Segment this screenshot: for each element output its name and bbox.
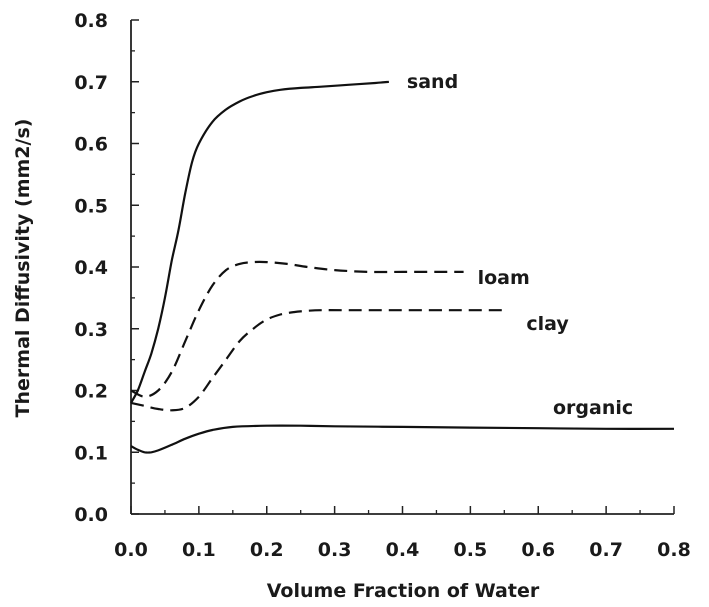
y-axis-ticks: 0.0 0.1 0.2 0.3 0.4 0.5 0.6 0.7 0.8 [74,10,139,526]
y-tick-label: 0.1 [74,442,108,464]
y-tick-label: 0.7 [74,72,108,94]
axes [130,20,674,515]
series-line-sand [130,80,389,404]
series-label-loam: loam [478,267,530,289]
series-label-organic: organic [553,397,633,419]
y-tick-label: 0.3 [74,319,108,341]
y-tick-label: 0.5 [74,195,108,217]
y-tick-label: 0.4 [74,257,108,279]
x-tick-label: 0.6 [521,539,555,561]
y-tick-label: 0.6 [74,134,108,156]
x-tick-label: 0.0 [114,539,148,561]
y-tick-label: 0.2 [74,381,108,403]
y-tick-label: 0.8 [74,10,108,32]
x-tick-label: 0.8 [657,539,691,561]
x-tick-label: 0.3 [318,539,352,561]
x-tick-label: 0.4 [386,539,420,561]
x-tick-label: 0.5 [454,539,488,561]
x-tick-label: 0.1 [182,539,216,561]
x-tick-label: 0.2 [250,539,284,561]
series-label-clay: clay [526,313,569,335]
series-label-sand: sand [407,71,458,93]
x-axis-title: Volume Fraction of Water [267,580,540,602]
series-labels: sand loam clay organic [407,71,633,419]
y-tick-label: 0.0 [74,504,108,526]
y-axis-title: Thermal Diffusivity (mm2/s) [12,119,34,418]
x-tick-label: 0.7 [589,539,623,561]
series-line-organic [130,424,675,454]
series-line-loam [130,260,464,398]
x-axis-ticks: 0.0 0.1 0.2 0.3 0.4 0.5 0.6 0.7 0.8 [114,506,691,561]
series-lines [130,80,675,454]
series-line-clay [130,309,505,412]
